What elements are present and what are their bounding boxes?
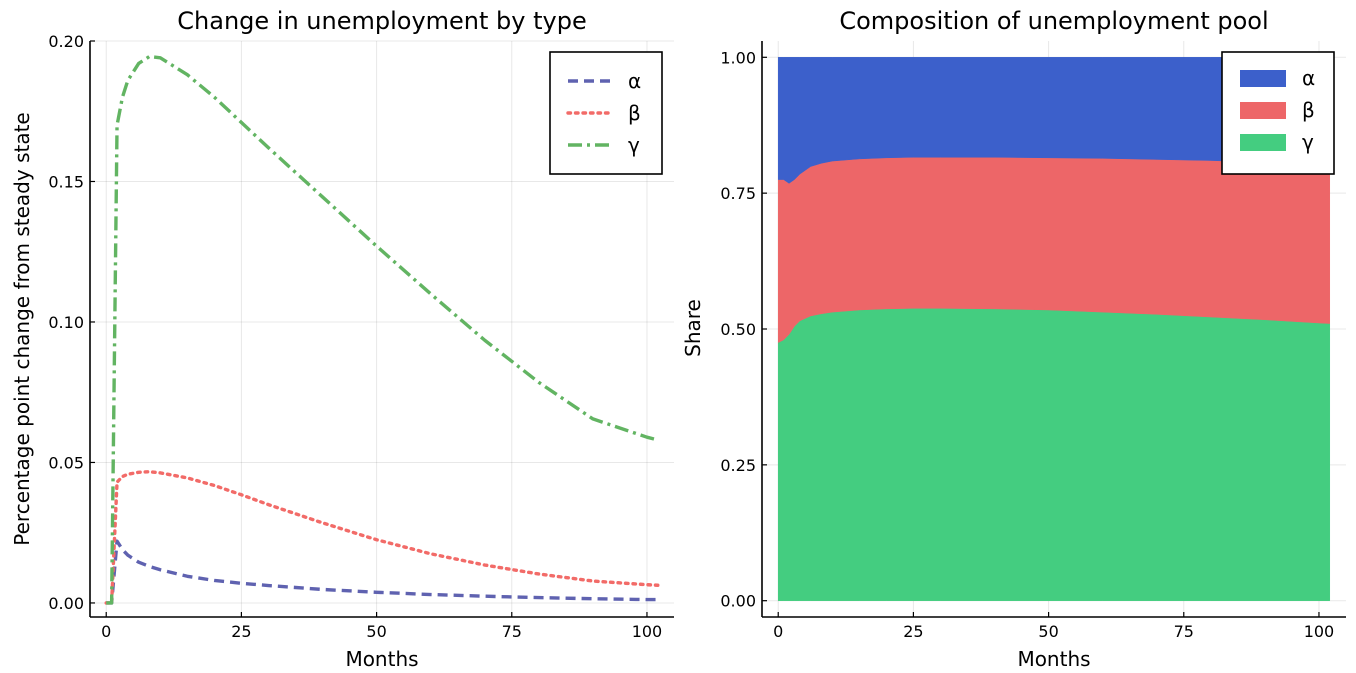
left-y-tick-label: 0.10 bbox=[48, 313, 84, 332]
left-y-tick-label: 0.00 bbox=[48, 594, 84, 613]
right-stacked-areas bbox=[777, 57, 1331, 601]
series-line-2 bbox=[106, 54, 659, 605]
right-panel-unemployment-composition: Composition of unemployment pool Months … bbox=[681, 7, 1346, 671]
left-x-tick-label: 25 bbox=[231, 622, 251, 641]
right-y-tick-label: 1.00 bbox=[720, 48, 756, 67]
right-legend-label: γ bbox=[1302, 130, 1314, 154]
left-chart-title: Change in unemployment by type bbox=[177, 7, 586, 35]
left-y-tick-label: 0.05 bbox=[48, 453, 84, 472]
left-panel-unemployment-change: Change in unemployment by type Months Pe… bbox=[10, 7, 674, 671]
right-x-axis-label: Months bbox=[1017, 647, 1090, 671]
left-legend-label: γ bbox=[628, 133, 640, 157]
right-legend-swatch bbox=[1240, 134, 1286, 151]
right-x-tick-label: 25 bbox=[903, 622, 923, 641]
right-y-tick-label: 0.50 bbox=[720, 320, 756, 339]
left-legend-label: β bbox=[628, 101, 641, 125]
right-x-tick-label: 100 bbox=[1304, 622, 1335, 641]
right-legend-label: α bbox=[1302, 66, 1315, 90]
left-x-axis-label: Months bbox=[345, 647, 418, 671]
left-series-lines bbox=[104, 54, 660, 605]
right-legend-swatch bbox=[1240, 70, 1286, 87]
left-x-tick-label: 50 bbox=[366, 622, 386, 641]
left-y-tick-label: 0.20 bbox=[48, 32, 84, 51]
left-x-tick-label: 100 bbox=[632, 622, 663, 641]
left-legend: αβγ bbox=[549, 51, 663, 175]
right-x-tick-label: 50 bbox=[1038, 622, 1058, 641]
series-line-0 bbox=[106, 539, 658, 605]
left-x-tick-label: 0 bbox=[101, 622, 111, 641]
left-x-tick-label: 75 bbox=[502, 622, 522, 641]
right-legend: αβγ bbox=[1221, 51, 1335, 175]
area-band-0 bbox=[777, 308, 1331, 601]
right-y-tick-label: 0.00 bbox=[720, 592, 756, 611]
left-tick-labels: 0 25 50 75 100 0.00 0.05 0.10 0.15 0.20 bbox=[48, 32, 662, 641]
right-y-tick-label: 0.75 bbox=[720, 184, 756, 203]
right-legend-label: β bbox=[1302, 98, 1315, 122]
right-tick-labels: 0 25 50 75 100 0.00 0.25 0.50 0.75 1.00 bbox=[720, 48, 1334, 641]
left-y-tick-label: 0.15 bbox=[48, 172, 84, 191]
right-legend-swatch bbox=[1240, 102, 1286, 119]
right-chart-title: Composition of unemployment pool bbox=[839, 7, 1268, 35]
series-line-1 bbox=[104, 470, 660, 605]
right-x-tick-label: 75 bbox=[1174, 622, 1194, 641]
left-y-axis-label: Percentage point change from steady stat… bbox=[10, 112, 34, 545]
left-grid bbox=[90, 40, 674, 617]
right-y-axis-label: Share bbox=[681, 299, 705, 357]
left-legend-label: α bbox=[628, 69, 641, 93]
right-x-tick-label: 0 bbox=[773, 622, 783, 641]
right-y-tick-label: 0.25 bbox=[720, 456, 756, 475]
